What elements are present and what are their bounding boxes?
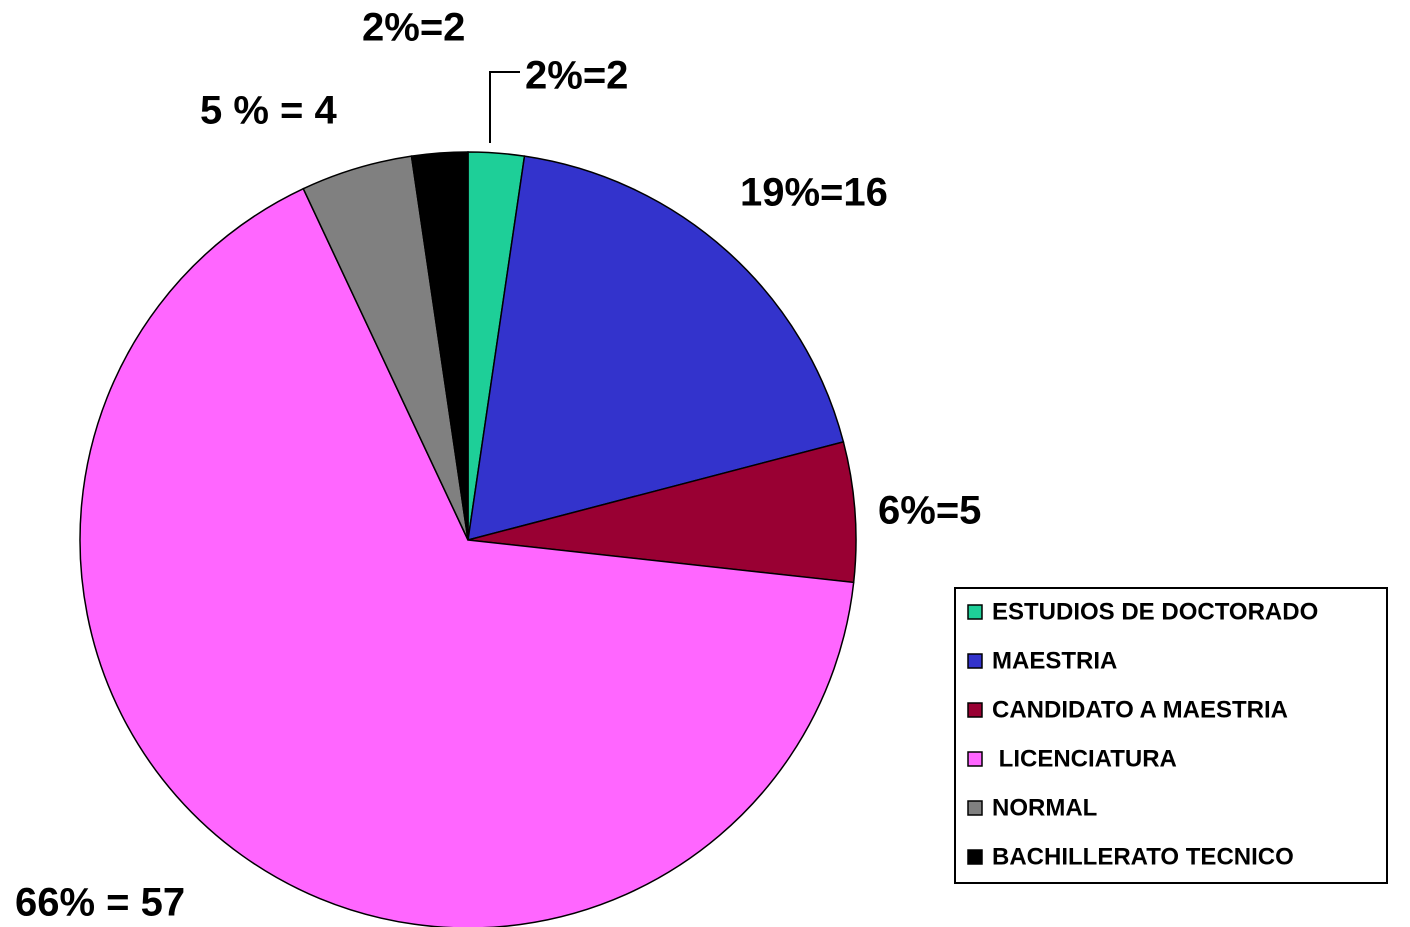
legend-label: MAESTRIA (992, 647, 1117, 674)
value-label: 6%=5 (878, 489, 981, 533)
value-label: 2%=2 (525, 54, 628, 98)
value-label: 66% = 57 (15, 881, 185, 925)
legend-label: CANDIDATO A MAESTRIA (992, 696, 1288, 723)
legend-box (955, 588, 1387, 883)
pie (80, 152, 856, 927)
value-label: 2%=2 (362, 6, 465, 50)
legend-swatch (968, 752, 982, 766)
legend-label: ESTUDIOS DE DOCTORADO (992, 598, 1318, 625)
legend-label: LICENCIATURA (992, 745, 1177, 772)
legend-swatch (968, 605, 982, 619)
legend-label: BACHILLERATO TECNICO (992, 843, 1294, 870)
chart: 2%=2 19%=16 6%=5 66% = 57 5 % = 4 2%=2 ESTUDI… (0, 0, 1410, 927)
value-label: 5 % = 4 (200, 89, 338, 133)
legend-swatch (968, 801, 982, 815)
legend-swatch (968, 703, 982, 717)
legend-swatch (968, 850, 982, 864)
value-label: 19%=16 (740, 171, 888, 215)
legend-label: NORMAL (992, 794, 1097, 821)
legend-swatch (968, 654, 982, 668)
